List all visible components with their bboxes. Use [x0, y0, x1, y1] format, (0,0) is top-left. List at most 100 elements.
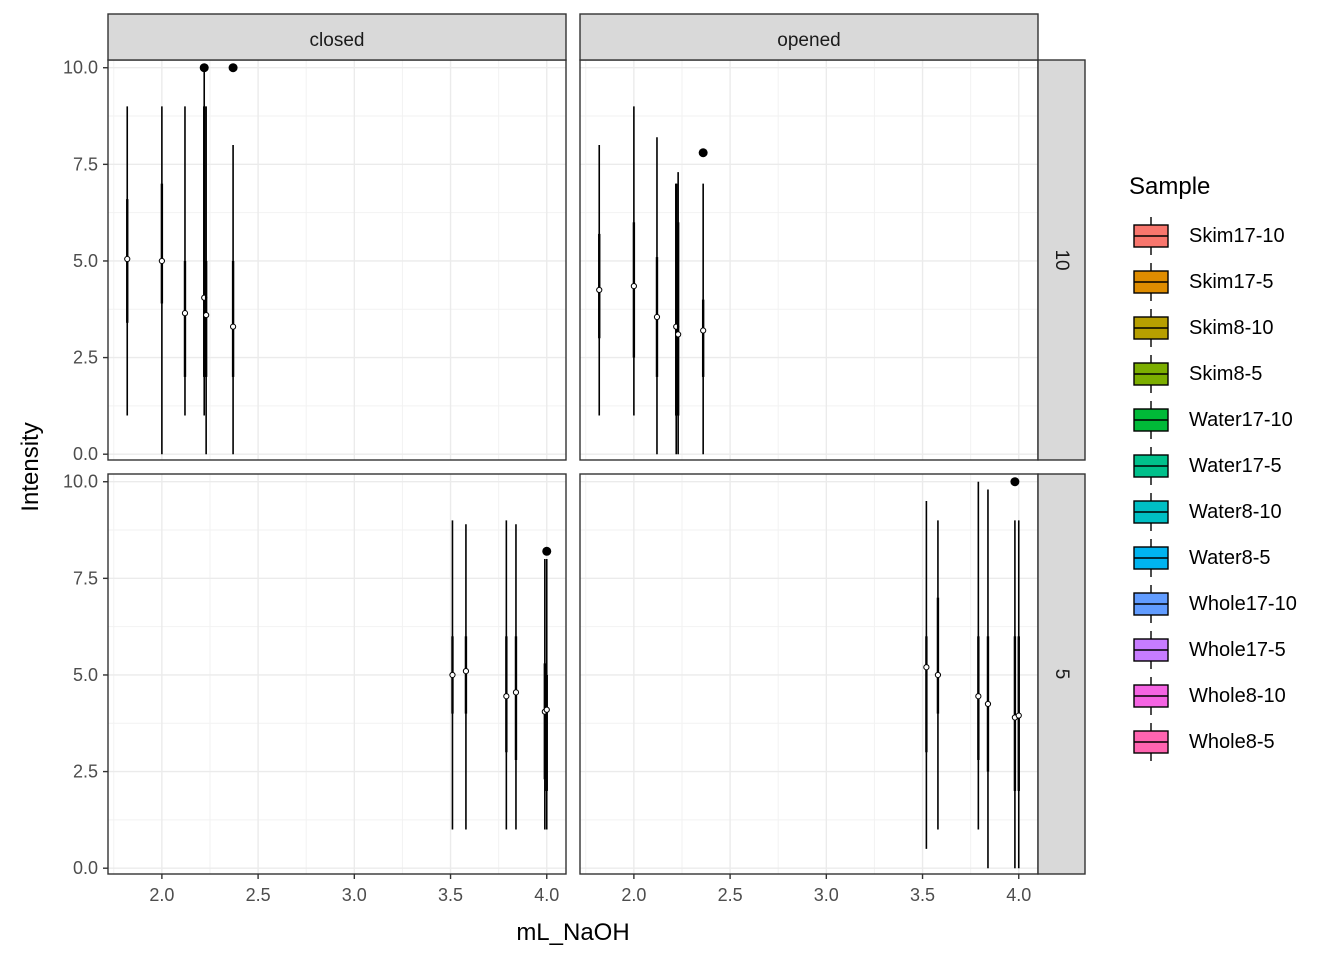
box-5 — [698, 148, 708, 455]
x-tick-label: 4.0 — [534, 885, 559, 905]
legend-item: Whole8-10 — [1133, 677, 1286, 715]
box-iqr — [204, 260, 208, 377]
box-iqr — [936, 597, 940, 714]
box-iqr — [203, 106, 206, 377]
box-mean-point — [630, 282, 637, 290]
legend-item: Whole17-10 — [1133, 585, 1297, 623]
y-tick-label: 7.5 — [73, 154, 98, 174]
legend-item: Whole17-5 — [1133, 631, 1286, 669]
box-iqr — [925, 636, 928, 753]
legend: Sample Skim17-10 Skim17-5 Skim8-10 Skim8-5 W… — [1129, 173, 1297, 761]
legend-items: Skim17-10 Skim17-5 Skim8-10 Skim8-5 Water17-… — [1133, 217, 1297, 761]
box-mean-point — [124, 255, 131, 263]
box-mean-point — [700, 327, 707, 334]
box-1 — [462, 524, 470, 830]
legend-label: Whole8-5 — [1189, 731, 1275, 753]
legend-item: Skim8-10 — [1133, 309, 1273, 347]
strip-background — [1037, 473, 1086, 875]
legend-label: Whole17-5 — [1189, 639, 1286, 661]
box-iqr — [464, 636, 468, 714]
strip-label: opened — [777, 30, 840, 51]
y-tick-label: 5.0 — [73, 251, 98, 271]
axes-layer: 0.0 2.5 5.0 7.5 10.0 0.0 2.5 5.0 7.5 10.0 2.0 2.5 3.… — [63, 58, 1031, 905]
box-2 — [503, 520, 510, 830]
x-tick-label: 2.5 — [246, 885, 271, 905]
box-mean-point — [984, 700, 992, 708]
legend-label: Skim17-5 — [1189, 271, 1273, 293]
box-mean-point — [503, 693, 510, 700]
x-tick-label: 3.5 — [910, 885, 935, 905]
legend-item: Skim17-5 — [1133, 263, 1273, 301]
strip-col-closed: closed — [107, 13, 567, 61]
panel-background — [580, 60, 1038, 460]
box-1 — [630, 106, 637, 416]
box-mean-point — [229, 323, 237, 330]
x-tick-label: 2.0 — [621, 885, 646, 905]
box-mean-point — [462, 668, 470, 675]
box-4 — [675, 172, 682, 455]
box-iqr — [231, 260, 235, 377]
legend-item: Water8-10 — [1133, 493, 1282, 531]
box-iqr — [598, 233, 601, 339]
y-tick-label: 2.5 — [73, 348, 98, 368]
box-iqr — [676, 222, 680, 416]
box-mean-point — [512, 689, 520, 696]
legend-item: Water17-5 — [1133, 447, 1282, 485]
strip-row-5: 5 — [1037, 473, 1086, 875]
panel-border — [107, 473, 567, 875]
y-axis-5: 0.0 2.5 5.0 7.5 10.0 — [63, 472, 108, 878]
y-tick-label: 10.0 — [63, 472, 98, 492]
legend-item: Water17-10 — [1133, 401, 1293, 439]
x-tick-label: 3.0 — [342, 885, 367, 905]
legend-label: Skim8-5 — [1189, 363, 1262, 385]
box-mean-point — [923, 664, 930, 671]
x-axis-title: mL_NaOH — [516, 919, 629, 946]
box-5 — [542, 546, 552, 830]
x-axis-closed: 2.0 2.5 3.0 3.5 4.0 — [149, 874, 559, 905]
box-0 — [449, 520, 456, 830]
x-axis-opened: 2.0 2.5 3.0 3.5 4.0 — [621, 874, 1031, 905]
box-iqr — [675, 183, 678, 416]
box-mean-point — [543, 706, 550, 713]
box-outlier-point — [698, 148, 708, 158]
box-mean-point — [975, 693, 982, 700]
strip-label: 10 — [1051, 249, 1072, 270]
box-mean-point — [181, 310, 189, 317]
legend-label: Skim8-10 — [1189, 317, 1273, 339]
box-iqr — [514, 636, 518, 760]
y-tick-label: 7.5 — [73, 568, 98, 588]
panel-boxes — [449, 520, 552, 830]
panel-background — [108, 60, 566, 460]
x-tick-label: 3.0 — [814, 885, 839, 905]
legend-label: Water8-10 — [1189, 501, 1282, 523]
strips-layer: closed opened 10 5 — [107, 13, 1086, 875]
panel-opened-10 — [579, 59, 1039, 461]
strip-label: 5 — [1051, 669, 1072, 680]
box-1 — [158, 106, 165, 455]
panels-layer — [107, 59, 1039, 875]
box-mean-point — [203, 311, 210, 319]
panel-background — [108, 474, 566, 874]
box-iqr — [1013, 636, 1017, 791]
box-iqr — [543, 663, 547, 780]
x-tick-label: 3.5 — [438, 885, 463, 905]
legend-label: Whole8-10 — [1189, 685, 1286, 707]
box-2 — [181, 106, 189, 416]
legend-item: Water8-5 — [1133, 539, 1271, 577]
x-tick-label: 2.0 — [149, 885, 174, 905]
box-outlier-point — [199, 63, 209, 73]
y-axis-10: 0.0 2.5 5.0 7.5 10.0 — [63, 58, 108, 464]
legend-label: Water17-5 — [1189, 455, 1282, 477]
box-2 — [975, 481, 982, 830]
y-axis-title: Intensity — [17, 422, 44, 511]
box-4 — [203, 106, 210, 455]
box-mean-point — [934, 671, 942, 679]
y-tick-label: 2.5 — [73, 762, 98, 782]
strip-row-10: 10 — [1037, 59, 1086, 461]
box-0 — [596, 145, 603, 416]
box-2 — [653, 137, 661, 455]
x-tick-label: 2.5 — [718, 885, 743, 905]
box-1 — [934, 520, 942, 830]
box-0 — [124, 106, 131, 416]
